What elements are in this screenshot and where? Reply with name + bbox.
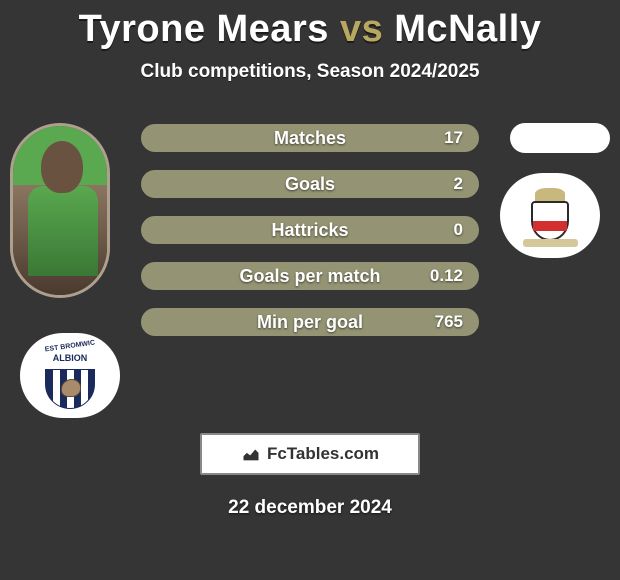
- stat-row-hattricks: Hattricks 0: [140, 215, 480, 245]
- stat-label: Goals: [285, 174, 335, 195]
- player1-name: Tyrone Mears: [79, 8, 329, 50]
- wba-crest-icon: EST BROMWIC ALBION: [35, 341, 105, 411]
- bristol-city-crest-icon: [523, 183, 578, 248]
- stat-row-goals-per-match: Goals per match 0.12: [140, 261, 480, 291]
- player1-photo: [10, 123, 110, 298]
- stat-row-min-per-goal: Min per goal 765: [140, 307, 480, 337]
- vs-text: vs: [340, 8, 383, 50]
- stat-right-value: 0.12: [430, 266, 463, 286]
- stat-label: Hattricks: [271, 220, 348, 241]
- watermark-text: FcTables.com: [267, 444, 379, 464]
- stats-bars: Matches 17 Goals 2 Hattricks 0 Goals per…: [140, 123, 480, 353]
- date-text: 22 december 2024: [0, 497, 620, 519]
- stat-label: Goals per match: [239, 266, 380, 287]
- stat-right-value: 0: [454, 220, 463, 240]
- stat-label: Min per goal: [257, 312, 363, 333]
- stat-label: Matches: [274, 128, 346, 149]
- subtitle: Club competitions, Season 2024/2025: [0, 61, 620, 83]
- chart-icon: [241, 442, 261, 467]
- watermark-badge: FcTables.com: [200, 433, 420, 475]
- stat-row-goals: Goals 2: [140, 169, 480, 199]
- player1-club-crest: EST BROMWIC ALBION: [20, 333, 120, 418]
- player2-club-crest: [500, 173, 600, 258]
- stat-right-value: 17: [444, 128, 463, 148]
- player2-name: McNally: [394, 8, 541, 50]
- page-title: Tyrone Mears vs McNally: [0, 0, 620, 51]
- stat-row-matches: Matches 17: [140, 123, 480, 153]
- stat-right-value: 2: [454, 174, 463, 194]
- stat-right-value: 765: [435, 312, 463, 332]
- comparison-content: EST BROMWIC ALBION Matches 17 Goals 2 Ha…: [0, 113, 620, 423]
- player2-photo: [510, 123, 610, 153]
